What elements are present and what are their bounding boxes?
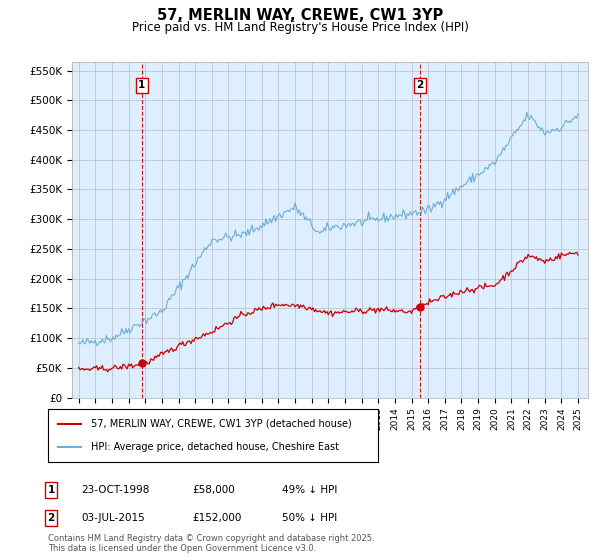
Text: 1: 1 bbox=[138, 80, 146, 90]
Text: HPI: Average price, detached house, Cheshire East: HPI: Average price, detached house, Ches… bbox=[91, 442, 339, 452]
Text: 1: 1 bbox=[47, 485, 55, 495]
Text: 23-OCT-1998: 23-OCT-1998 bbox=[81, 485, 149, 495]
Text: 57, MERLIN WAY, CREWE, CW1 3YP (detached house): 57, MERLIN WAY, CREWE, CW1 3YP (detached… bbox=[91, 419, 352, 429]
Text: 50% ↓ HPI: 50% ↓ HPI bbox=[282, 513, 337, 523]
Text: 49% ↓ HPI: 49% ↓ HPI bbox=[282, 485, 337, 495]
Text: £58,000: £58,000 bbox=[192, 485, 235, 495]
Text: Price paid vs. HM Land Registry's House Price Index (HPI): Price paid vs. HM Land Registry's House … bbox=[131, 21, 469, 34]
Text: 57, MERLIN WAY, CREWE, CW1 3YP: 57, MERLIN WAY, CREWE, CW1 3YP bbox=[157, 8, 443, 24]
Text: 2: 2 bbox=[416, 80, 424, 90]
Text: £152,000: £152,000 bbox=[192, 513, 241, 523]
Text: 2: 2 bbox=[47, 513, 55, 523]
Text: 03-JUL-2015: 03-JUL-2015 bbox=[81, 513, 145, 523]
Text: Contains HM Land Registry data © Crown copyright and database right 2025.
This d: Contains HM Land Registry data © Crown c… bbox=[48, 534, 374, 553]
